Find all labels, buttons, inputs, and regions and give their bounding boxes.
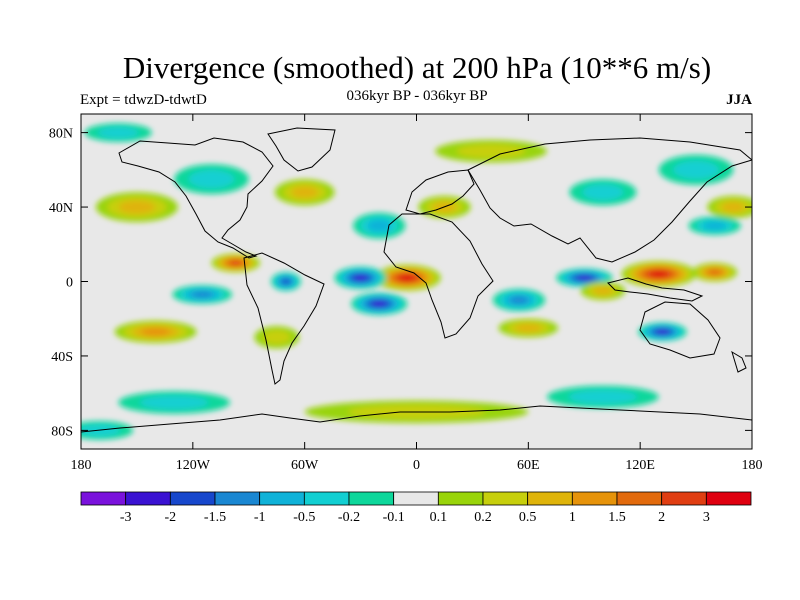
field-anomaly-23: [688, 216, 741, 235]
field-anomaly-14: [707, 195, 752, 219]
colorbar-swatch-12: [616, 491, 663, 506]
colorbar-swatch-13: [661, 491, 707, 506]
colorbar-swatch-3: [214, 491, 261, 506]
experiment-label: Expt = tdwzD-tdwtD: [80, 92, 207, 108]
field-anomaly-0: [373, 264, 441, 291]
coastlines: [81, 127, 752, 433]
lat-tick-label-4: 80S: [51, 424, 73, 439]
field-anomaly-13: [580, 281, 626, 301]
colorbar-label-13: 3: [703, 510, 710, 525]
lat-tick-label-0: 80N: [49, 127, 73, 142]
colorbar-label-8: 0.2: [474, 510, 492, 525]
colorbar-label-0: -3: [120, 510, 132, 525]
colorbar-swatch-11: [571, 491, 618, 506]
colorbar-label-4: -0.5: [293, 510, 315, 525]
field-anomaly-11: [492, 288, 546, 312]
field-anomaly-18: [254, 326, 300, 349]
field-anomaly-3: [692, 262, 738, 282]
coastline-new-zealand: [731, 350, 747, 373]
field-anomaly-6: [351, 292, 408, 315]
colorbar-swatch-4: [259, 491, 305, 506]
colorbar-label-2: -1.5: [204, 510, 226, 525]
period-label: 036kyr BP - 036kyr BP: [346, 88, 488, 104]
field-anomaly-25: [118, 391, 231, 414]
colorbar-label-6: -0.1: [383, 510, 405, 525]
coastline-north-america: [118, 137, 274, 259]
lon-tick-label-3: 0: [413, 458, 420, 473]
plot-title: Divergence (smoothed) at 200 hPa (10**6 …: [122, 50, 712, 85]
coastline-indonesia: [607, 277, 704, 302]
field-anomaly-15: [95, 192, 178, 223]
colorbar-swatch-14: [705, 491, 752, 506]
field-anomaly-29: [84, 123, 152, 142]
colorbar: -3 -2 -1.5 -1 -0.5 -0.2 -0.1 0.1 0.2 0.5 1 1.5 2 3: [80, 491, 752, 525]
field-anomaly-2: [211, 253, 260, 273]
map-axes: 180 120W 60W 0 60E 120E 180 80N 40N 0 40S 80S: [49, 114, 763, 473]
field-anomaly-19: [569, 179, 637, 206]
coastline-south-america: [243, 252, 325, 385]
colorbar-swatch-10: [527, 491, 573, 506]
field-anomaly-28: [435, 140, 547, 163]
colorbar-swatch-9: [482, 491, 529, 506]
lat-tick-label-1: 40N: [49, 201, 73, 216]
field-anomaly-22: [658, 154, 734, 185]
colorbar-label-11: 1.5: [608, 510, 626, 525]
colorbar-label-1: -2: [164, 510, 176, 525]
field-anomaly-16: [274, 179, 335, 206]
lon-tick-label-1: 120W: [176, 458, 211, 473]
colorbar-swatch-1: [125, 491, 171, 506]
field-anomaly-26: [547, 385, 659, 409]
colorbar-label-9: 0.5: [519, 510, 537, 525]
colorbar-label-7: 0.1: [430, 510, 448, 525]
colorbar-swatch-0: [80, 491, 127, 506]
lon-tick-label-2: 60W: [291, 458, 319, 473]
field-anomaly-20: [353, 212, 406, 239]
colorbar-label-12: 2: [658, 510, 665, 525]
field-anomaly-8: [638, 322, 687, 342]
field-anomaly-9: [271, 272, 301, 291]
field-anomaly-12: [498, 318, 559, 338]
coastline-antarctica: [81, 405, 752, 433]
field-anomaly-5: [334, 266, 387, 289]
field-anomaly-1: [621, 261, 697, 288]
colorbar-swatch-5: [303, 491, 350, 506]
coastline-europe: [405, 169, 475, 215]
lon-tick-label-6: 180: [742, 458, 763, 473]
colorbar-label-3: -1: [254, 510, 266, 525]
lat-tick-label-3: 40S: [51, 350, 73, 365]
lon-tick-label-5: 120E: [625, 458, 655, 473]
lon-tick-label-4: 60E: [517, 458, 540, 473]
colorbar-label-5: -0.2: [338, 510, 360, 525]
coastline-africa: [383, 213, 494, 339]
field-anomaly-21: [174, 164, 249, 195]
coastline-greenland: [267, 127, 336, 172]
field-anomaly-4: [114, 320, 197, 343]
field-anomaly-10: [172, 285, 232, 304]
colorbar-label-10: 1: [569, 510, 576, 525]
coastline-asia: [467, 137, 752, 263]
coastline-australia: [639, 301, 721, 359]
season-label: JJA: [726, 92, 752, 108]
lon-tick-label-0: 180: [71, 458, 92, 473]
colorbar-swatch-8: [437, 491, 484, 506]
colorbar-swatch-2: [169, 491, 216, 506]
colorbar-swatch-6: [348, 491, 395, 506]
colorbar-swatch-7: [393, 491, 439, 506]
lat-tick-label-2: 0: [66, 276, 73, 291]
